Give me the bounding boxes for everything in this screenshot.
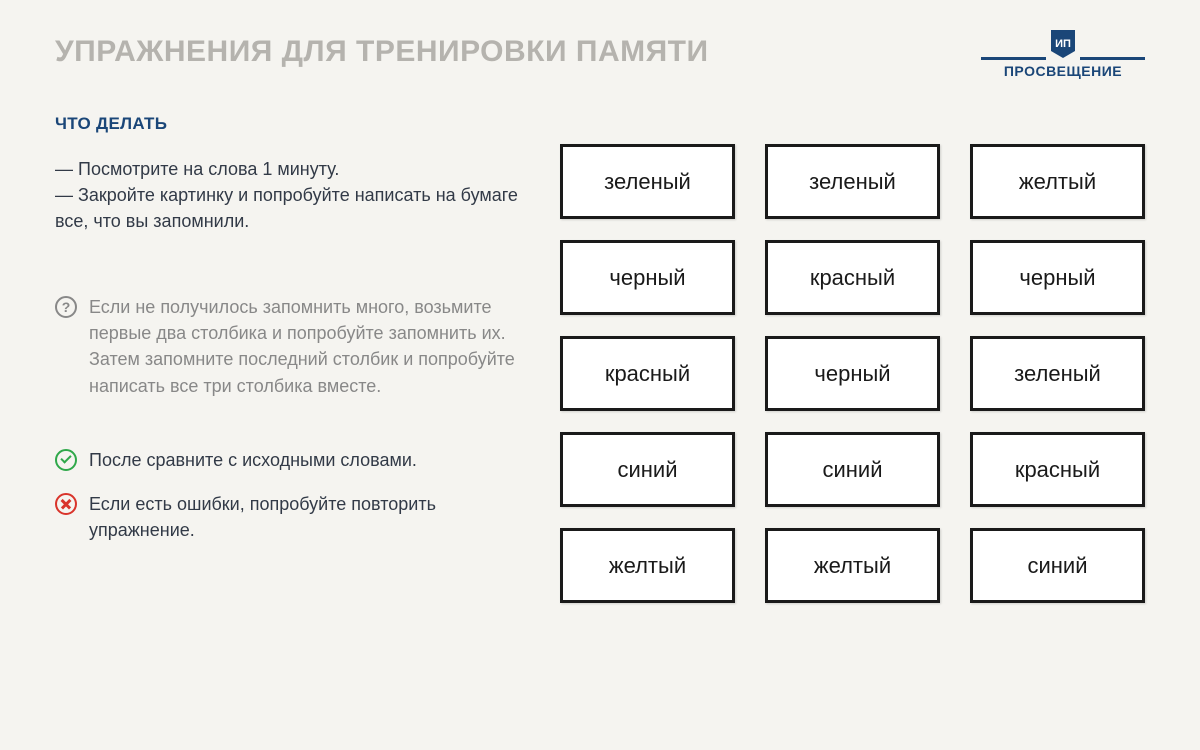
instruction-line-1: — Посмотрите на слова 1 минуту. xyxy=(55,156,520,182)
retry-block: Если есть ошибки, попробуйте повторить у… xyxy=(55,491,520,543)
word-card: зеленый xyxy=(970,336,1145,411)
instruction-line-2: — Закройте картинку и попробуйте напи­са… xyxy=(55,182,520,234)
word-card: красный xyxy=(765,240,940,315)
word-card: желтый xyxy=(765,528,940,603)
logo-line-left xyxy=(981,57,1046,60)
word-card: зеленый xyxy=(560,144,735,219)
word-card: синий xyxy=(765,432,940,507)
word-card: синий xyxy=(560,432,735,507)
logo-line-right xyxy=(1080,57,1145,60)
word-card: желтый xyxy=(560,528,735,603)
word-card: зеленый xyxy=(765,144,940,219)
checkmark-glyph xyxy=(60,452,71,463)
instruction-block: — Посмотрите на слова 1 минуту. — Закрой… xyxy=(55,156,520,234)
brand-name: ПРОСВЕЩЕНИЕ xyxy=(1004,63,1122,79)
word-card: красный xyxy=(970,432,1145,507)
compare-text: После сравните с исходными словами. xyxy=(89,447,417,473)
word-card: желтый xyxy=(970,144,1145,219)
compare-block: После сравните с исходными словами. xyxy=(55,447,520,473)
word-card: черный xyxy=(560,240,735,315)
page-title: УПРАЖНЕНИЯ ДЛЯ ТРЕНИРОВКИ ПАМЯТИ xyxy=(55,35,709,69)
hint-block: ? Если не получилось запомнить много, во… xyxy=(55,294,520,398)
instructions-column: ЧТО ДЕЛАТЬ — Посмотрите на слова 1 минут… xyxy=(55,114,520,715)
word-card: красный xyxy=(560,336,735,411)
retry-text: Если есть ошибки, попробуйте повторить у… xyxy=(89,491,520,543)
hint-text: Если не получилось запомнить много, возь… xyxy=(89,294,520,398)
word-grid-column: зеленый зеленый желтый черный красный че… xyxy=(560,114,1145,715)
question-icon: ? xyxy=(55,296,77,318)
logo-mark: ИП xyxy=(981,30,1145,60)
brand-logo: ИП ПРОСВЕЩЕНИЕ xyxy=(981,30,1145,79)
word-card: черный xyxy=(765,336,940,411)
content-row: ЧТО ДЕЛАТЬ — Посмотрите на слова 1 минут… xyxy=(55,114,1145,715)
check-icon xyxy=(55,449,77,471)
word-card: синий xyxy=(970,528,1145,603)
section-heading: ЧТО ДЕЛАТЬ xyxy=(55,114,520,134)
page-container: УПРАЖНЕНИЯ ДЛЯ ТРЕНИРОВКИ ПАМЯТИ ИП ПРОС… xyxy=(0,0,1200,750)
word-card: черный xyxy=(970,240,1145,315)
shield-icon: ИП xyxy=(1051,30,1075,58)
cross-icon xyxy=(55,493,77,515)
word-grid: зеленый зеленый желтый черный красный че… xyxy=(560,144,1145,603)
header-row: УПРАЖНЕНИЯ ДЛЯ ТРЕНИРОВКИ ПАМЯТИ ИП ПРОС… xyxy=(55,35,1145,79)
